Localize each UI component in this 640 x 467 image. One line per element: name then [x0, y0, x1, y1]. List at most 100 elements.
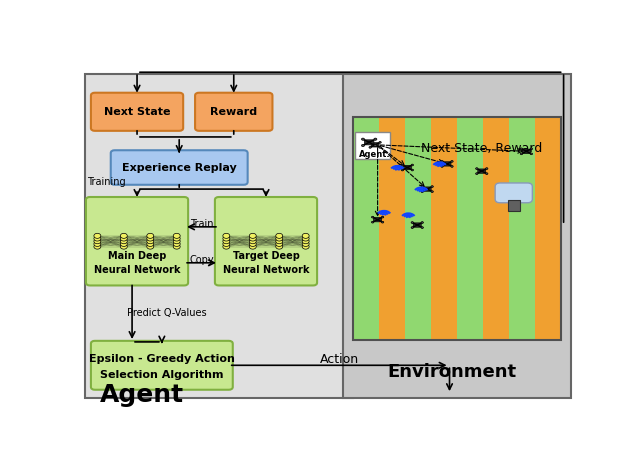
Circle shape: [94, 239, 101, 244]
Circle shape: [120, 234, 127, 238]
Bar: [85, 74, 353, 398]
FancyBboxPatch shape: [111, 150, 248, 185]
Circle shape: [411, 222, 413, 223]
Circle shape: [223, 239, 230, 244]
Circle shape: [302, 234, 309, 238]
Circle shape: [147, 234, 154, 238]
Circle shape: [94, 236, 101, 241]
Text: Next State: Next State: [104, 107, 170, 117]
Circle shape: [302, 236, 309, 241]
Circle shape: [374, 138, 377, 140]
FancyBboxPatch shape: [495, 183, 532, 203]
Text: Epsilon - Greedy Action: Epsilon - Greedy Action: [89, 354, 235, 364]
FancyBboxPatch shape: [195, 93, 273, 131]
Circle shape: [411, 169, 413, 171]
Circle shape: [374, 144, 377, 147]
Circle shape: [520, 148, 523, 150]
Circle shape: [223, 244, 230, 249]
Circle shape: [302, 244, 309, 249]
Bar: [483, 117, 509, 340]
Text: Environment: Environment: [387, 363, 516, 382]
Circle shape: [379, 147, 381, 148]
FancyBboxPatch shape: [423, 187, 431, 191]
Circle shape: [441, 161, 444, 162]
Circle shape: [120, 241, 127, 247]
Text: Predict Q-Values: Predict Q-Values: [127, 308, 207, 318]
Text: Main Deep: Main Deep: [108, 251, 166, 261]
FancyBboxPatch shape: [86, 197, 188, 285]
Circle shape: [276, 234, 283, 238]
FancyBboxPatch shape: [522, 149, 531, 154]
Circle shape: [302, 241, 309, 247]
Text: Target Deep: Target Deep: [232, 251, 300, 261]
Circle shape: [369, 142, 371, 143]
FancyBboxPatch shape: [91, 341, 233, 390]
Circle shape: [302, 239, 309, 244]
Text: Action: Action: [319, 354, 359, 367]
Circle shape: [486, 168, 488, 170]
Text: Neural Network: Neural Network: [223, 265, 309, 275]
Bar: [535, 117, 561, 340]
Text: Training: Training: [88, 177, 126, 187]
Circle shape: [451, 166, 453, 167]
Bar: [379, 117, 405, 340]
Circle shape: [530, 148, 532, 150]
Circle shape: [147, 241, 154, 247]
Text: Train: Train: [190, 219, 213, 229]
FancyBboxPatch shape: [443, 162, 451, 166]
Circle shape: [276, 241, 283, 247]
Circle shape: [431, 191, 433, 192]
Circle shape: [530, 153, 532, 155]
Circle shape: [94, 244, 101, 249]
Circle shape: [223, 234, 230, 238]
Circle shape: [120, 239, 127, 244]
Circle shape: [401, 164, 404, 166]
Circle shape: [173, 239, 180, 244]
Circle shape: [421, 226, 424, 228]
Circle shape: [381, 216, 384, 218]
Circle shape: [362, 144, 364, 147]
FancyBboxPatch shape: [91, 93, 183, 131]
Circle shape: [486, 173, 488, 175]
FancyBboxPatch shape: [403, 165, 412, 170]
FancyBboxPatch shape: [413, 223, 421, 227]
Circle shape: [411, 164, 413, 166]
Circle shape: [401, 169, 404, 171]
Text: Neural Network: Neural Network: [94, 265, 180, 275]
Circle shape: [250, 241, 256, 247]
Text: Agent: Agent: [100, 382, 184, 407]
Bar: [353, 117, 561, 340]
Circle shape: [276, 236, 283, 241]
Text: Copy: Copy: [189, 255, 214, 265]
Circle shape: [476, 173, 478, 175]
Circle shape: [421, 186, 424, 187]
Circle shape: [411, 226, 413, 228]
FancyBboxPatch shape: [364, 140, 374, 145]
Bar: [343, 74, 571, 398]
Circle shape: [250, 239, 256, 244]
Bar: [353, 117, 561, 340]
Circle shape: [147, 236, 154, 241]
Text: Reward: Reward: [210, 107, 257, 117]
Circle shape: [379, 142, 381, 143]
Circle shape: [362, 138, 364, 140]
Circle shape: [250, 244, 256, 249]
FancyBboxPatch shape: [215, 197, 317, 285]
FancyBboxPatch shape: [371, 143, 379, 147]
Circle shape: [223, 241, 230, 247]
Circle shape: [371, 221, 374, 223]
Circle shape: [94, 241, 101, 247]
Circle shape: [223, 236, 230, 241]
Circle shape: [431, 186, 433, 187]
Text: Experience Replay: Experience Replay: [122, 163, 237, 172]
Circle shape: [369, 147, 371, 148]
Text: Next State, Reward: Next State, Reward: [421, 142, 542, 155]
FancyBboxPatch shape: [374, 218, 381, 222]
Circle shape: [276, 244, 283, 249]
Circle shape: [451, 161, 453, 162]
Circle shape: [173, 236, 180, 241]
Circle shape: [147, 239, 154, 244]
Circle shape: [381, 221, 384, 223]
Circle shape: [250, 234, 256, 238]
Circle shape: [476, 168, 478, 170]
